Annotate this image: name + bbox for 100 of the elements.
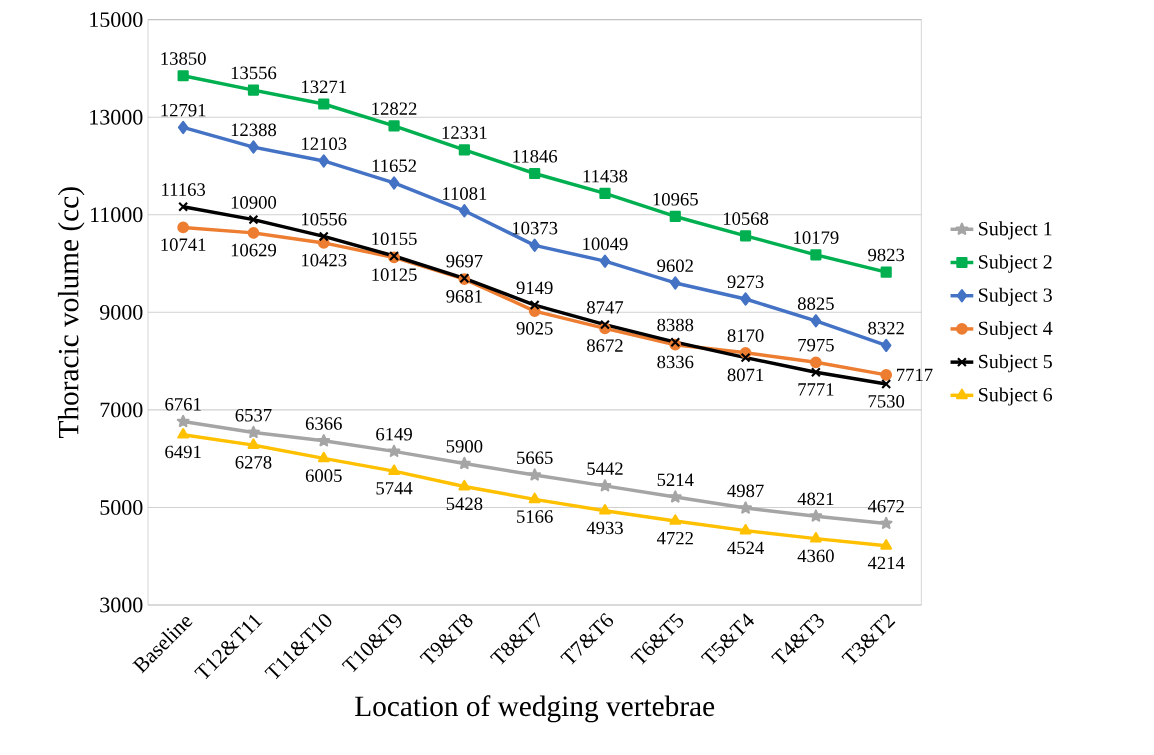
point bbox=[599, 187, 611, 199]
point bbox=[669, 514, 682, 525]
point bbox=[317, 451, 330, 463]
data-label: 8336 bbox=[657, 355, 694, 369]
data-label: 10629 bbox=[231, 243, 277, 257]
y-axis-title: Thoracic volume (cc) bbox=[57, 187, 85, 439]
point bbox=[740, 352, 751, 363]
point bbox=[670, 276, 681, 290]
data-label: 5665 bbox=[517, 451, 553, 465]
data-label: 6537 bbox=[235, 408, 272, 422]
data-label: 10900 bbox=[231, 196, 277, 209]
data-label: 13850 bbox=[161, 52, 206, 65]
data-label: 6491 bbox=[165, 445, 201, 459]
data-label: 5744 bbox=[376, 482, 413, 495]
data-label: 4672 bbox=[867, 499, 904, 513]
data-label: 7717 bbox=[897, 368, 933, 382]
point bbox=[388, 464, 400, 476]
data-label: 11652 bbox=[372, 159, 417, 173]
data-label: 9681 bbox=[446, 290, 482, 303]
point bbox=[880, 539, 893, 550]
point bbox=[387, 444, 401, 457]
data-label: 11846 bbox=[513, 149, 558, 163]
data-label: 7771 bbox=[798, 383, 834, 396]
data-label: 4524 bbox=[727, 541, 764, 555]
data-label: 13556 bbox=[231, 66, 277, 80]
point bbox=[810, 367, 821, 378]
data-label: 9823 bbox=[868, 248, 905, 262]
point bbox=[739, 501, 752, 514]
data-label: 8170 bbox=[727, 329, 764, 342]
point bbox=[599, 504, 611, 515]
legend-label: Subject 1 bbox=[979, 221, 1052, 240]
data-label: 10741 bbox=[161, 238, 206, 251]
y-tick-label: 13000 bbox=[90, 109, 143, 125]
point bbox=[388, 120, 400, 132]
data-label: 8322 bbox=[868, 321, 904, 335]
data-label: 12103 bbox=[302, 137, 347, 151]
legend-label: Subject 3 bbox=[979, 287, 1052, 306]
data-label: 6005 bbox=[305, 469, 342, 482]
point bbox=[739, 230, 752, 242]
data-label: 10155 bbox=[372, 232, 417, 246]
point bbox=[177, 120, 189, 135]
data-label: 4821 bbox=[797, 492, 834, 506]
data-label: 8747 bbox=[587, 301, 624, 314]
y-tick-label: 9000 bbox=[100, 304, 143, 320]
data-label: 9602 bbox=[657, 259, 693, 273]
point bbox=[528, 492, 541, 504]
data-label: 9025 bbox=[516, 322, 553, 335]
point bbox=[880, 338, 892, 353]
data-label: 7975 bbox=[798, 338, 834, 352]
data-label: 6278 bbox=[235, 456, 272, 469]
x-axis-title: Location of wedging vertebrae bbox=[355, 695, 715, 723]
point bbox=[177, 70, 189, 82]
point bbox=[248, 140, 259, 154]
point bbox=[528, 468, 542, 481]
point bbox=[809, 531, 822, 543]
point bbox=[809, 509, 823, 522]
point bbox=[318, 98, 330, 110]
point bbox=[529, 300, 540, 311]
data-label: 12388 bbox=[231, 123, 277, 137]
point bbox=[740, 292, 751, 306]
point bbox=[810, 356, 822, 369]
data-label: 5900 bbox=[446, 439, 483, 453]
data-label: 7530 bbox=[868, 394, 905, 408]
point bbox=[457, 456, 471, 470]
legend-label: Subject 6 bbox=[979, 387, 1053, 406]
data-label: 9697 bbox=[446, 254, 483, 268]
point bbox=[598, 479, 612, 492]
data-label: 9273 bbox=[727, 275, 764, 289]
point bbox=[881, 378, 892, 390]
point bbox=[318, 231, 329, 242]
data-label: 4987 bbox=[727, 484, 764, 498]
data-label: 10179 bbox=[794, 231, 839, 244]
point bbox=[318, 154, 330, 168]
point bbox=[458, 479, 471, 491]
data-label: 4214 bbox=[867, 556, 905, 570]
data-label: 10965 bbox=[653, 192, 698, 206]
data-label: 12822 bbox=[372, 102, 417, 115]
data-label: 4722 bbox=[656, 531, 693, 545]
data-label: 6366 bbox=[305, 417, 342, 430]
data-label: 10556 bbox=[302, 212, 347, 226]
data-label: 13271 bbox=[302, 80, 346, 94]
data-label: 10373 bbox=[512, 221, 558, 235]
point bbox=[247, 84, 260, 96]
y-tick-label: 15000 bbox=[90, 12, 143, 28]
data-label: 10125 bbox=[372, 268, 417, 281]
point bbox=[810, 314, 822, 328]
point bbox=[177, 428, 190, 439]
point bbox=[880, 369, 893, 381]
point bbox=[317, 434, 331, 447]
data-label: 10568 bbox=[723, 212, 769, 225]
point bbox=[248, 214, 259, 225]
point bbox=[247, 425, 260, 439]
point bbox=[459, 204, 470, 218]
data-label: 11081 bbox=[443, 187, 487, 200]
y-tick-label: 11000 bbox=[91, 207, 143, 223]
point bbox=[247, 226, 260, 239]
data-label: 6761 bbox=[165, 398, 201, 411]
data-label: 11438 bbox=[583, 169, 628, 183]
point bbox=[668, 490, 682, 503]
point bbox=[388, 176, 400, 190]
